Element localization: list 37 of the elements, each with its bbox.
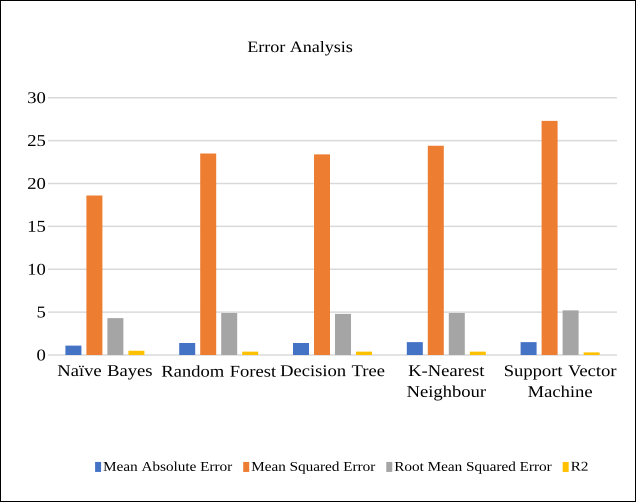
x-tick-label: Naïve Bayes xyxy=(58,365,152,380)
bar xyxy=(428,146,444,356)
bar xyxy=(470,352,486,356)
legend-label: R2 xyxy=(571,462,588,471)
bar xyxy=(221,312,238,356)
bar xyxy=(448,312,465,356)
bar xyxy=(293,343,309,356)
y-tick-label: 5 xyxy=(38,306,46,318)
bar xyxy=(200,153,216,356)
bar xyxy=(406,342,423,356)
bar xyxy=(542,120,558,356)
bar xyxy=(128,350,144,356)
bar xyxy=(356,352,372,356)
y-tick-label: 10 xyxy=(28,264,46,275)
bar xyxy=(520,342,537,356)
x-tick-label: Decision Tree xyxy=(280,365,384,376)
legend-label: Mean Squared Error xyxy=(252,462,376,474)
y-tick-label: 30 xyxy=(28,92,46,104)
bar xyxy=(179,343,196,356)
bar xyxy=(584,352,600,356)
y-tick-label: 0 xyxy=(37,349,46,361)
y-tick-label: 20 xyxy=(28,178,46,190)
y-tick-label: 15 xyxy=(28,220,46,232)
legend-label: Mean Absolute Error xyxy=(104,462,232,471)
bar xyxy=(335,314,352,356)
bar xyxy=(107,318,124,356)
legend-label: Root Mean Squared Error xyxy=(394,462,552,474)
x-tick-label: Random Forest xyxy=(162,365,276,377)
bar xyxy=(65,346,82,356)
x-tick-label: Support Vector Machine xyxy=(504,365,616,398)
y-tick-label: 25 xyxy=(28,135,46,146)
bar xyxy=(242,352,258,356)
x-tick-label: K-Nearest Neighbour xyxy=(407,365,486,400)
bar xyxy=(86,195,102,356)
bar xyxy=(562,310,579,356)
chart-title: Error Analysis xyxy=(248,40,352,56)
bar xyxy=(314,154,330,356)
